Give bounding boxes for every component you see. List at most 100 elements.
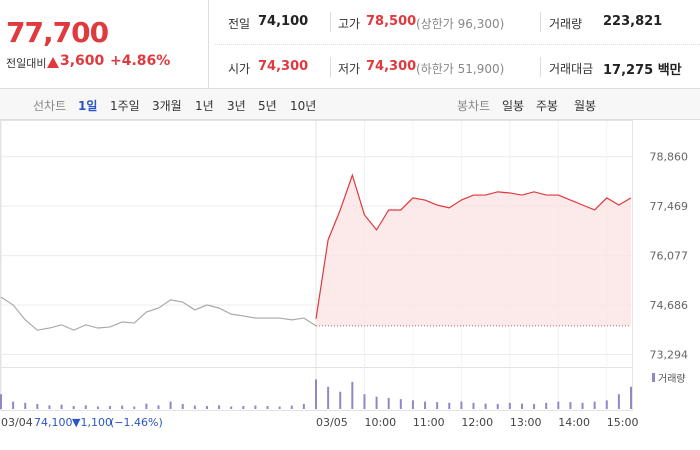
volume-bar <box>157 405 160 409</box>
x-tick-label: 11:00 <box>413 416 445 429</box>
tab[interactable]: 10년 <box>290 99 317 113</box>
volume-bar <box>399 399 402 409</box>
tab-group-label: 봉차트 <box>457 99 491 113</box>
tab-bar <box>0 89 700 120</box>
y-tick-label: 73,294 <box>650 349 689 362</box>
divider <box>215 44 700 45</box>
divider <box>540 12 541 32</box>
prev-price: 74,100 <box>34 416 73 429</box>
volume-bar <box>36 404 39 409</box>
volume-bar <box>0 394 2 409</box>
volume-bar <box>169 401 172 409</box>
price-line <box>0 296 317 331</box>
legend-label: 거래량 <box>658 373 686 385</box>
value: 223,821 <box>603 14 663 29</box>
volume-bar <box>181 404 184 409</box>
divider <box>330 12 331 32</box>
x-tick-label: 10:00 <box>364 416 396 429</box>
volume-bar <box>339 391 342 409</box>
x-tick-label: 13:00 <box>510 416 542 429</box>
volume-bar <box>12 401 15 409</box>
volume-bar <box>630 386 632 409</box>
volume-bar <box>375 396 378 409</box>
volume-bar <box>72 406 75 409</box>
value: 78,500 <box>366 14 417 29</box>
divider <box>208 0 209 88</box>
tab[interactable]: 1년 <box>195 99 214 113</box>
volume-bar <box>387 397 390 409</box>
volume-bar <box>533 404 536 409</box>
volume-bar <box>508 402 511 409</box>
volume-bar <box>302 404 305 409</box>
volume-bar <box>218 405 221 409</box>
value: 17,275 백만 <box>603 63 682 78</box>
volume-bar <box>351 381 354 409</box>
volume-bar <box>205 406 208 409</box>
volume-bar <box>121 405 124 409</box>
volume-bar <box>96 406 99 409</box>
volume-bar <box>109 406 112 409</box>
volume-bar <box>242 406 245 409</box>
volume-bar <box>460 401 463 409</box>
price-line <box>315 173 632 319</box>
label: 전일 <box>228 17 251 31</box>
volume-bar <box>569 402 572 409</box>
quote-panel <box>0 0 700 89</box>
volume-bar <box>605 400 608 409</box>
change-label: 전일대비 <box>6 57 47 70</box>
divider <box>330 57 331 77</box>
prev-pct: (−1.46%) <box>110 416 163 429</box>
up-arrow <box>47 57 59 68</box>
x-tick-label: 03/04 <box>1 416 33 429</box>
area-fill <box>316 175 631 326</box>
volume-bar <box>145 403 148 409</box>
label: 거래대금 <box>549 62 594 76</box>
change: 3,600 <box>60 53 105 69</box>
volume-bar <box>84 405 87 409</box>
change-pct: +4.86% <box>110 53 171 69</box>
volume-bar <box>193 405 196 409</box>
volume-bar <box>520 403 523 409</box>
volume-bar <box>496 404 499 409</box>
tab[interactable]: 월봉 <box>574 99 597 113</box>
tab[interactable]: 3년 <box>227 99 246 113</box>
tab[interactable]: 1주일 <box>110 99 140 113</box>
volume-bar <box>448 402 451 409</box>
x-tick-label: 14:00 <box>558 416 590 429</box>
volume-bar <box>363 394 366 409</box>
price: 77,700 <box>6 16 109 49</box>
label: 시가 <box>228 62 251 76</box>
x-tick-label: 12:00 <box>461 416 493 429</box>
volume-bar <box>411 400 414 409</box>
volume-bar <box>60 404 63 409</box>
volume-bar <box>581 402 584 409</box>
y-tick-label: 77,469 <box>650 200 689 213</box>
label: 저가 <box>338 62 361 76</box>
label: 고가 <box>338 17 361 31</box>
value: 74,100 <box>258 14 309 29</box>
volume-bar <box>315 379 317 409</box>
volume-bar <box>48 405 51 409</box>
volume-bar <box>230 406 233 409</box>
volume-bar <box>327 386 330 409</box>
tab[interactable]: 5년 <box>258 99 277 113</box>
x-tick-label: 15:00 <box>607 416 639 429</box>
tab[interactable]: 3개월 <box>152 99 182 113</box>
divider <box>540 57 541 77</box>
value: 74,300 <box>258 59 309 74</box>
volume-bar <box>472 402 475 409</box>
tab[interactable]: 1일 <box>78 99 98 113</box>
x-tick-label: 03/05 <box>316 416 348 429</box>
volume-bar <box>24 402 27 409</box>
volume-bar <box>557 401 560 409</box>
prev-change: ▼1,100 <box>72 416 112 429</box>
volume-bar <box>545 402 548 409</box>
y-tick-label: 76,077 <box>650 250 689 263</box>
volume-bar <box>266 406 269 409</box>
volume-bar <box>133 406 136 409</box>
label: 거래량 <box>549 17 583 31</box>
tab[interactable]: 일봉 <box>502 99 525 113</box>
tab[interactable]: 주봉 <box>536 99 559 113</box>
